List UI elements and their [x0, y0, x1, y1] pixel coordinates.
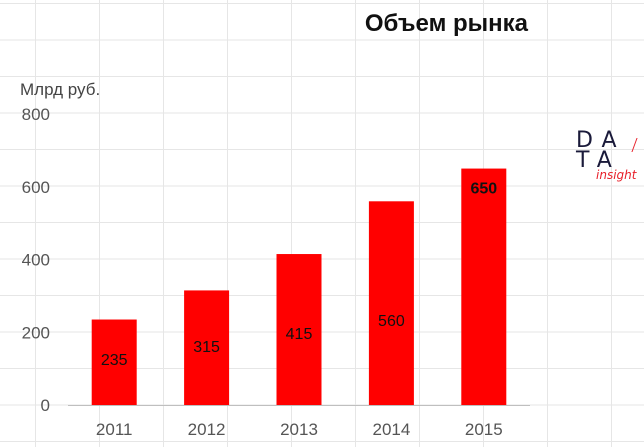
logo-subtitle: insight — [596, 168, 637, 182]
y-tick-label: 800 — [22, 105, 50, 124]
data-label: 560 — [378, 313, 405, 330]
bar — [461, 168, 507, 405]
y-tick-label: 400 — [22, 251, 50, 270]
logo-accent-mark — [617, 138, 638, 152]
data-label: 650 — [470, 181, 497, 198]
data-label: 235 — [101, 352, 128, 369]
y-tick-label: 600 — [22, 178, 50, 197]
data-insight-logo: DA TA insight — [572, 128, 644, 188]
bar — [276, 254, 322, 405]
y-tick-label: 200 — [22, 323, 50, 342]
bar — [91, 319, 137, 405]
x-tick-label: 2015 — [465, 420, 503, 439]
logo-text-top: DA — [576, 128, 626, 153]
x-tick-label: 2012 — [188, 420, 226, 439]
data-label: 315 — [193, 339, 220, 356]
x-tick-label: 2013 — [280, 420, 318, 439]
logo-text-bottom: TA — [576, 148, 621, 173]
x-tick-label: 2014 — [372, 420, 410, 439]
bar — [184, 290, 230, 405]
y-tick-label: 0 — [41, 396, 50, 415]
data-label: 415 — [286, 326, 313, 343]
y-axis-label: Млрд руб. — [20, 80, 100, 99]
bar — [368, 201, 414, 405]
x-tick-label: 2011 — [96, 420, 133, 439]
chart-title: Объем рынка — [364, 10, 528, 37]
